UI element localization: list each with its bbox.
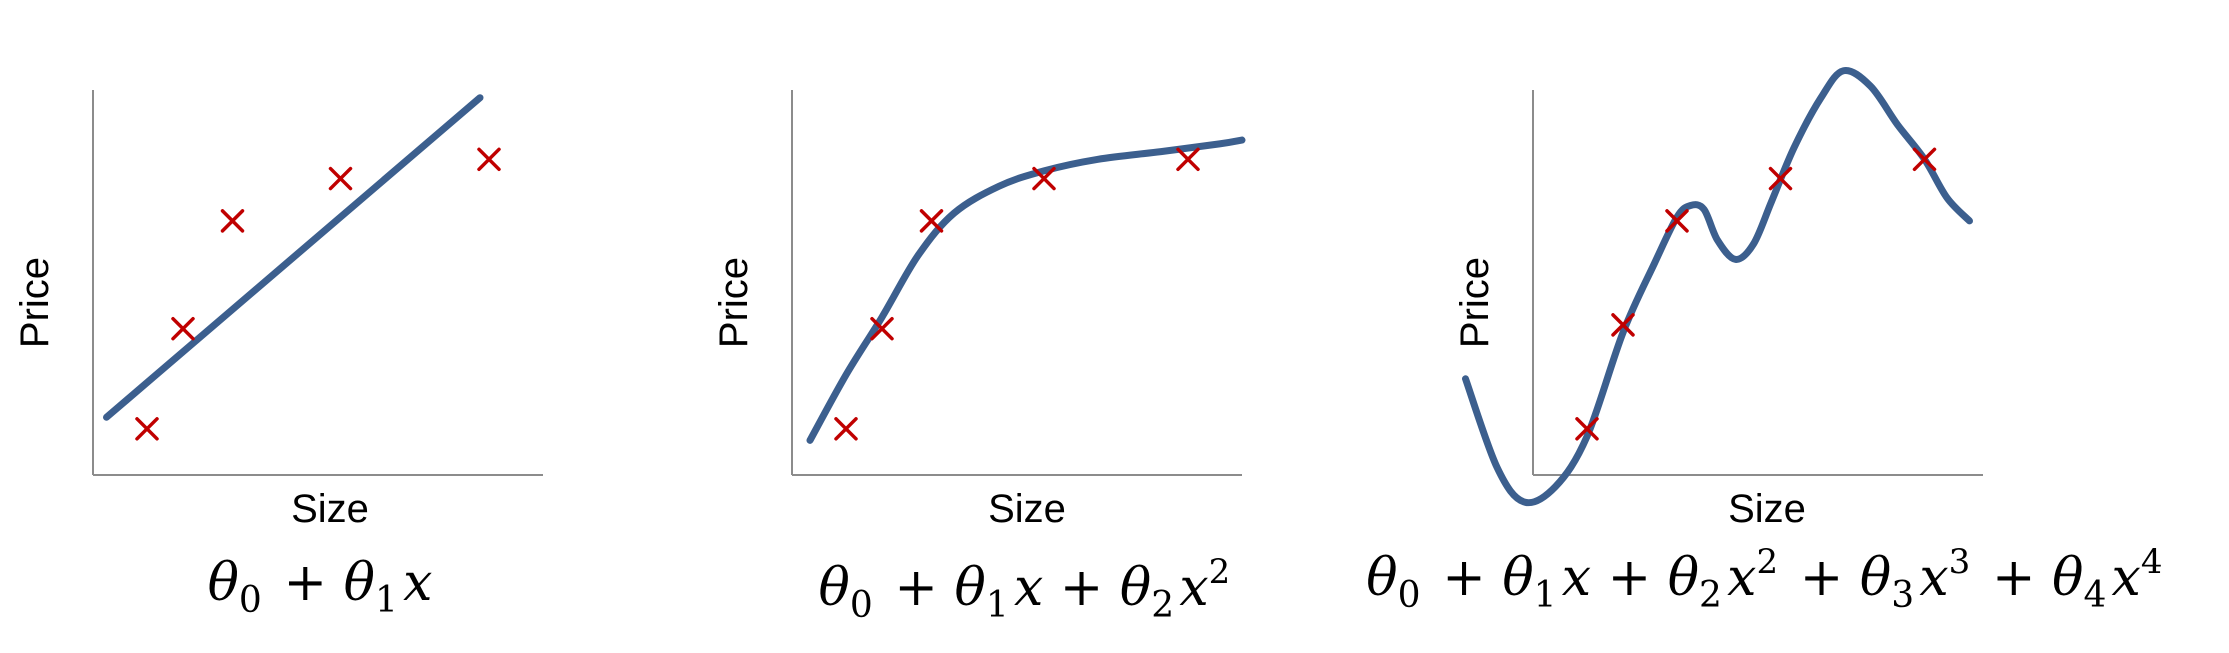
fit-curve [1462,67,1973,507]
data-point [477,147,501,172]
fit-curve [806,136,1246,444]
plot-panel-1: Size Price θ0 + θ1 x [13,90,543,621]
x-axis-label: Size [291,487,369,531]
y-axis-label: Price [1453,257,1497,348]
x-axis-label: Size [988,487,1066,531]
data-point [870,316,894,341]
data-point [328,166,353,191]
data-point [919,209,944,233]
data-point [1665,209,1689,233]
data-point [135,417,159,441]
data-point [1575,417,1599,441]
y-axis-label: Price [712,257,756,348]
plot-panel-3: Size Price θ0 + θ1 x + θ2 x2 + θ3 x3 + θ4 … [1366,67,2167,616]
data-point [834,417,858,441]
model-formula: θ0 + θ1 x + θ2 x2 + θ3 x3 + θ4 x4 [1366,542,2167,616]
data-point [1768,166,1793,191]
x-axis-label: Size [1728,487,1806,531]
data-point [1912,147,1937,172]
data-point [171,316,195,341]
model-formula: θ0 + θ1 x + θ2 x2 [819,552,1236,626]
fit-curve [103,94,484,421]
data-point [1176,147,1200,172]
plot-panel-2: Size Price θ0 + θ1 x + θ2 x2 [712,90,1246,626]
data-point [1032,166,1056,191]
data-point [220,209,245,233]
y-axis-label: Price [13,257,57,348]
model-formula: θ0 + θ1 x [208,553,433,621]
data-point [1611,313,1635,337]
